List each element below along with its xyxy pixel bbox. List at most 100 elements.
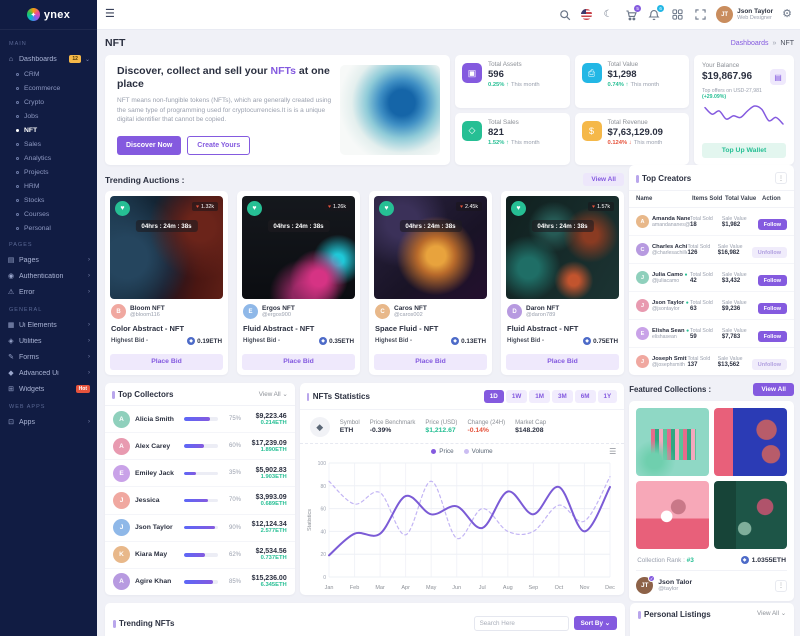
unfollow-button[interactable]: Unfollow bbox=[751, 247, 787, 258]
sidebar-item-widgets[interactable]: ⊞ Widgets Hot bbox=[0, 381, 97, 397]
owner-name: Json Talor bbox=[658, 579, 693, 586]
creator-handle: @charlesachilles bbox=[652, 249, 688, 256]
likes-count: ♥ 2.45k bbox=[456, 202, 482, 211]
heart-icon[interactable]: ♥ bbox=[247, 201, 262, 216]
sidebar-item-crm[interactable]: CRM bbox=[0, 67, 97, 81]
collection-image-4[interactable] bbox=[714, 481, 787, 549]
bell-icon[interactable]: 6 bbox=[647, 4, 665, 22]
header-actions: ☾ 5 6 JT Json Taylor Web Designer bbox=[558, 4, 792, 23]
range-tab-1w[interactable]: 1W bbox=[505, 390, 528, 403]
creator-meta: Bloom NFT @bloom116 bbox=[130, 305, 165, 318]
create-yours-button[interactable]: Create Yours bbox=[187, 136, 251, 155]
auction-bid-row: Highest Bid - ◆ 0.35ETH bbox=[243, 337, 354, 345]
sidebar-item-crypto[interactable]: Crypto bbox=[0, 95, 97, 109]
sidebar-item-authentication[interactable]: ◉ Authentication › bbox=[0, 268, 97, 284]
utilities-icon: ◈ bbox=[8, 338, 14, 345]
bid-amount: 0.13ETH bbox=[461, 337, 486, 345]
dark-mode-icon[interactable]: ☾ bbox=[603, 9, 613, 20]
sort-by-button[interactable]: Sort By ⌄ bbox=[573, 616, 617, 630]
heart-icon[interactable]: ♥ bbox=[379, 201, 394, 216]
sidebar-item-utilities[interactable]: ◈ Utilities › bbox=[0, 333, 97, 349]
auction-timer: 04hrs : 24m : 38s bbox=[531, 220, 594, 232]
brand-logo[interactable]: ✦ ynex bbox=[0, 0, 97, 30]
follow-button[interactable]: Follow bbox=[757, 219, 787, 230]
sidebar-item-nft[interactable]: NFT bbox=[0, 123, 97, 137]
collector-name: Emiley Jack bbox=[135, 469, 174, 477]
sidebar-item-ui-elements[interactable]: ▦ Ui Elements › bbox=[0, 317, 97, 333]
collection-image-2[interactable] bbox=[714, 408, 787, 476]
sidebar-item-ecommerce[interactable]: Ecommerce bbox=[0, 81, 97, 95]
auction-timer: 04hrs : 24m : 38s bbox=[399, 220, 462, 232]
collection-rank: Collection Rank : #3 bbox=[637, 556, 694, 564]
gear-icon[interactable]: ⚙ bbox=[782, 8, 792, 20]
advanced-ui-icon: ◆ bbox=[8, 370, 14, 377]
range-tab-6m[interactable]: 6M bbox=[574, 390, 596, 403]
creator-meta: Amanda Nanes ●amandananes@ bbox=[652, 216, 690, 228]
range-tab-1y[interactable]: 1Y bbox=[597, 390, 618, 403]
collection-image-3[interactable] bbox=[636, 481, 710, 549]
sidebar-item-advanced-ui[interactable]: ◆ Advanced Ui › bbox=[0, 365, 97, 381]
sidebar-item-stocks[interactable]: Stocks bbox=[0, 193, 97, 207]
items-sold-cell: Total Sold 18 bbox=[690, 215, 713, 228]
creator-name: Caros NFT bbox=[394, 305, 427, 312]
place-bid-button[interactable]: Place Bid bbox=[242, 353, 355, 370]
search-input[interactable] bbox=[473, 615, 569, 631]
menu-icon[interactable]: ☰ bbox=[105, 8, 115, 20]
heart-icon[interactable]: ♥ bbox=[511, 201, 526, 216]
sidebar-item-forms[interactable]: ✎ Forms › bbox=[0, 349, 97, 365]
range-tab-3m[interactable]: 3M bbox=[552, 390, 573, 403]
apps-grid-icon[interactable] bbox=[670, 8, 684, 22]
breadcrumb-dashboards[interactable]: Dashboards bbox=[730, 39, 769, 47]
chart-menu-icon[interactable]: ☰ bbox=[609, 447, 617, 456]
follow-button[interactable]: Follow bbox=[757, 275, 787, 286]
place-bid-button[interactable]: Place Bid bbox=[110, 353, 223, 370]
sidebar-item-projects[interactable]: Projects bbox=[0, 165, 97, 179]
unfollow-button[interactable]: Unfollow bbox=[751, 359, 787, 370]
collectors-view-all[interactable]: View All ⌄ bbox=[258, 391, 288, 398]
discover-now-button[interactable]: Discover Now bbox=[117, 136, 182, 155]
total-value-cell: Sale Value $1,982 bbox=[721, 215, 747, 228]
sidebar-item-sales[interactable]: Sales bbox=[0, 137, 97, 151]
creator-handle: @daron789 bbox=[526, 312, 556, 318]
follow-button[interactable]: Follow bbox=[757, 303, 787, 314]
sidebar-item-analytics[interactable]: Analytics bbox=[0, 151, 97, 165]
sidebar-item-error[interactable]: ⚠ Error › bbox=[0, 284, 97, 300]
sidebar-item-pages[interactable]: ▤ Pages › bbox=[0, 252, 97, 268]
us-flag-icon[interactable] bbox=[581, 9, 593, 20]
sidebar-item-personal[interactable]: Personal bbox=[0, 221, 97, 235]
progress-percent: 62% bbox=[228, 551, 241, 558]
place-bid-button[interactable]: Place Bid bbox=[374, 353, 487, 370]
range-tab-1d[interactable]: 1D bbox=[483, 390, 504, 403]
range-tab-1m[interactable]: 1M bbox=[529, 390, 551, 403]
cart-icon[interactable]: 5 bbox=[624, 4, 642, 22]
auctions-view-all-button[interactable]: View All bbox=[583, 173, 624, 186]
sidebar-item-courses[interactable]: Courses bbox=[0, 207, 97, 221]
avatar: E bbox=[243, 304, 258, 319]
sidebar-item-label: Forms bbox=[19, 353, 39, 361]
fullscreen-icon[interactable] bbox=[693, 8, 707, 22]
follow-button[interactable]: Follow bbox=[757, 331, 787, 342]
owner-more-icon[interactable]: ⋮ bbox=[774, 579, 787, 592]
chevron-right-icon: › bbox=[88, 419, 90, 425]
collection-image-1[interactable] bbox=[636, 408, 710, 476]
sidebar-item-apps[interactable]: ⊡ Apps › bbox=[0, 414, 97, 430]
dot-icon bbox=[16, 142, 19, 146]
featured-view-all-button[interactable]: View All bbox=[753, 383, 794, 396]
error-icon: ⚠ bbox=[7, 289, 15, 296]
creators-more-icon[interactable]: ⋮ bbox=[775, 172, 787, 184]
user-menu[interactable]: JT Json Taylor Web Designer bbox=[716, 6, 773, 23]
sidebar-child-label: Courses bbox=[24, 210, 50, 218]
top-up-wallet-button[interactable]: Top Up Wallet bbox=[702, 143, 786, 158]
sidebar-item-jobs[interactable]: Jobs bbox=[0, 109, 97, 123]
bid-value: ◆ 0.13ETH bbox=[451, 337, 486, 345]
listings-view-all[interactable]: View All ⌄ bbox=[757, 610, 786, 617]
action-cell: Follow bbox=[757, 325, 787, 343]
sidebar-item-dashboards[interactable]: ⌂ Dashboards 12 ⌄ bbox=[0, 51, 97, 67]
place-bid-button[interactable]: Place Bid bbox=[506, 353, 619, 370]
search-icon[interactable] bbox=[558, 8, 572, 22]
avatar: A bbox=[636, 215, 649, 228]
sidebar-item-hrm[interactable]: HRM bbox=[0, 179, 97, 193]
heart-icon[interactable]: ♥ bbox=[115, 201, 130, 216]
